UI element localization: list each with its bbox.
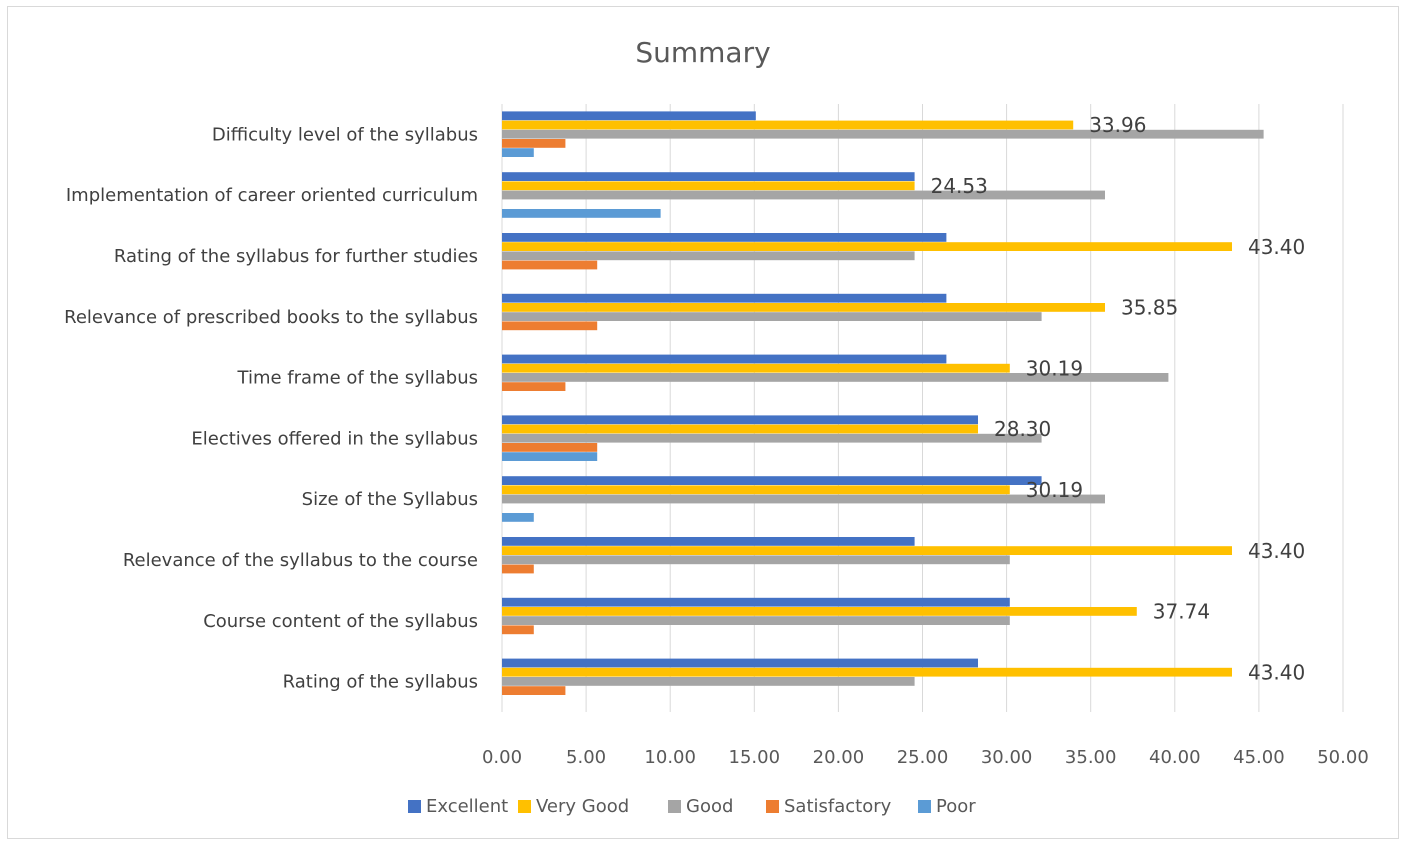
x-tick-label: 25.00 bbox=[897, 747, 949, 768]
legend-label: Poor bbox=[936, 796, 976, 817]
legend-label: Satisfactory bbox=[784, 796, 892, 817]
x-tick-label: 10.00 bbox=[644, 747, 696, 768]
bar-satisfactory bbox=[502, 564, 534, 574]
bar-good bbox=[502, 616, 1010, 625]
category-label: Relevance of the syllabus to the course bbox=[123, 550, 478, 571]
x-tick-label: 40.00 bbox=[1149, 747, 1201, 768]
category-label: Implementation of career oriented curric… bbox=[66, 185, 478, 206]
bar-satisfactory bbox=[502, 139, 566, 148]
bar-very-good bbox=[502, 485, 1010, 495]
data-label: 28.30 bbox=[994, 417, 1051, 441]
category-label: Electives offered in the syllabus bbox=[191, 428, 478, 449]
legend-swatch bbox=[918, 800, 931, 813]
bar-very-good bbox=[502, 303, 1105, 312]
bar-excellent bbox=[502, 233, 947, 242]
x-tick-label: 45.00 bbox=[1233, 747, 1285, 768]
legend-swatch bbox=[668, 800, 681, 813]
bar-excellent bbox=[502, 597, 1010, 607]
legend: Excellent Very Good Good Satisfactory Poor bbox=[408, 796, 976, 817]
category-labels: Difficulty level of the syllabus Implemen… bbox=[64, 124, 478, 692]
data-label: 43.40 bbox=[1248, 539, 1305, 563]
bar-very-good bbox=[502, 181, 915, 191]
bar-satisfactory bbox=[502, 382, 566, 391]
legend-swatch bbox=[408, 800, 421, 813]
bar-good bbox=[502, 494, 1105, 504]
category-label: Size of the Syllabus bbox=[302, 489, 478, 510]
x-tick-label: 0.00 bbox=[482, 747, 522, 768]
bar-good bbox=[502, 433, 1042, 443]
legend-label: Very Good bbox=[536, 796, 629, 817]
bar-good bbox=[502, 129, 1264, 139]
bar-excellent bbox=[502, 537, 915, 546]
bar-good bbox=[502, 312, 1042, 321]
data-label: 30.19 bbox=[1026, 478, 1083, 502]
data-label: 43.40 bbox=[1248, 660, 1305, 684]
x-tick-label: 50.00 bbox=[1317, 747, 1369, 768]
x-tick-label: 35.00 bbox=[1065, 747, 1117, 768]
category-label: Rating of the syllabus bbox=[283, 672, 478, 693]
x-tick-label: 20.00 bbox=[813, 747, 865, 768]
bar-excellent bbox=[502, 658, 979, 668]
x-tick-label: 30.00 bbox=[981, 747, 1033, 768]
category-label: Course content of the syllabus bbox=[203, 611, 478, 632]
bar-satisfactory bbox=[502, 321, 598, 331]
bar-very-good bbox=[502, 242, 1232, 251]
bar-excellent bbox=[502, 293, 947, 303]
bar-very-good bbox=[502, 667, 1232, 677]
legend-swatch bbox=[766, 800, 779, 813]
bar-very-good bbox=[502, 120, 1074, 130]
bar-satisfactory bbox=[502, 260, 598, 270]
bar-very-good bbox=[502, 546, 1232, 555]
chart-title: Summary bbox=[635, 36, 770, 69]
bar-excellent bbox=[502, 172, 915, 181]
bar-very-good bbox=[502, 363, 1010, 373]
bar-poor bbox=[502, 148, 534, 157]
data-label: 37.74 bbox=[1153, 600, 1210, 624]
bar-good bbox=[502, 251, 915, 261]
legend-label: Good bbox=[686, 796, 733, 817]
bar-satisfactory bbox=[502, 686, 566, 695]
x-tick-labels: 0.00 5.00 10.00 15.00 20.00 25.00 30.00 35.00 40… bbox=[482, 747, 1369, 768]
category-label: Rating of the syllabus for further studi… bbox=[114, 246, 478, 267]
category-label: Time frame of the syllabus bbox=[237, 368, 478, 389]
bar-excellent bbox=[502, 111, 756, 121]
bar-excellent bbox=[502, 415, 979, 425]
bar-excellent bbox=[502, 354, 947, 364]
bar-very-good bbox=[502, 607, 1137, 616]
bar-good bbox=[502, 190, 1105, 200]
category-label: Relevance of prescribed books to the syl… bbox=[64, 307, 478, 328]
bar-poor bbox=[502, 209, 661, 218]
data-label: 33.96 bbox=[1089, 113, 1146, 137]
bar-satisfactory bbox=[502, 625, 534, 635]
bar-good bbox=[502, 373, 1169, 382]
data-label: 43.40 bbox=[1248, 235, 1305, 259]
legend-label: Excellent bbox=[426, 796, 508, 817]
bar-satisfactory bbox=[502, 443, 598, 452]
bar-good bbox=[502, 555, 1010, 565]
bar-excellent bbox=[502, 476, 1042, 485]
data-label: 30.19 bbox=[1026, 356, 1083, 380]
data-labels: 33.96 24.53 43.40 35.85 30.19 28.30 30.19 43.40… bbox=[931, 113, 1306, 684]
bar-very-good bbox=[502, 424, 979, 434]
bar-good bbox=[502, 677, 915, 686]
legend-swatch bbox=[518, 800, 531, 813]
bar-poor bbox=[502, 513, 534, 522]
data-label: 35.85 bbox=[1121, 296, 1178, 320]
category-label: Difficulty level of the syllabus bbox=[212, 124, 478, 145]
data-label: 24.53 bbox=[931, 174, 988, 198]
bars bbox=[502, 111, 1264, 695]
x-tick-label: 5.00 bbox=[566, 747, 606, 768]
x-tick-label: 15.00 bbox=[729, 747, 781, 768]
bar-poor bbox=[502, 452, 598, 461]
